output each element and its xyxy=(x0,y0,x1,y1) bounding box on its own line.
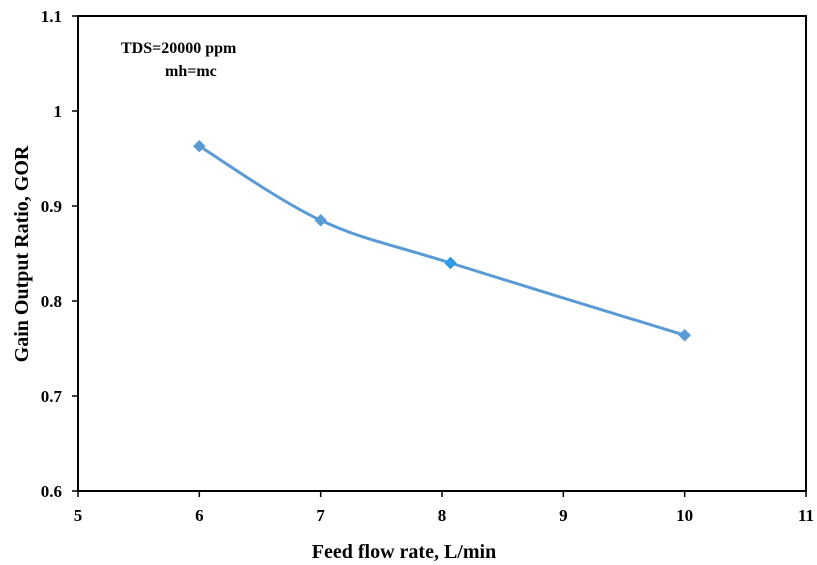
data-point-marker xyxy=(314,213,328,227)
data-point-marker xyxy=(444,256,457,270)
y-tick-label: 0.9 xyxy=(41,197,62,216)
annotation-group: TDS=20000 ppm mh=mc xyxy=(121,40,237,80)
plot-frame xyxy=(77,15,807,492)
y-tick-label: 0.8 xyxy=(41,292,62,311)
data-point-marker xyxy=(678,328,692,342)
annotation-flow-condition: mh=mc xyxy=(165,63,217,80)
x-tick-label: 10 xyxy=(676,506,693,525)
x-tick-label: 8 xyxy=(438,506,447,525)
x-tick-label: 6 xyxy=(195,506,204,525)
x-axis-ticks: 5 6 7 8 9 10 11 xyxy=(74,491,814,525)
y-axis-title: Gain Output Ratio, GOR xyxy=(11,145,33,362)
y-tick-label: 1.1 xyxy=(41,7,62,26)
x-tick-label: 9 xyxy=(559,506,568,525)
marker-layer xyxy=(192,139,692,342)
y-tick-label: 0.7 xyxy=(41,387,63,406)
y-axis-ticks: 0.6 0.7 0.8 0.9 1 1.1 xyxy=(41,7,78,501)
data-point-marker xyxy=(192,139,206,153)
x-tick-label: 7 xyxy=(316,506,325,525)
series-line xyxy=(197,144,687,337)
y-tick-label: 1 xyxy=(54,102,63,121)
x-tick-label: 11 xyxy=(798,506,814,525)
x-tick-label: 5 xyxy=(74,506,83,525)
series-layer xyxy=(197,144,687,337)
plot-area xyxy=(77,15,807,492)
annotation-tds: TDS=20000 ppm xyxy=(121,40,237,57)
y-tick-label: 0.6 xyxy=(41,482,62,501)
x-axis-title: Feed flow rate, L/min xyxy=(312,541,496,563)
